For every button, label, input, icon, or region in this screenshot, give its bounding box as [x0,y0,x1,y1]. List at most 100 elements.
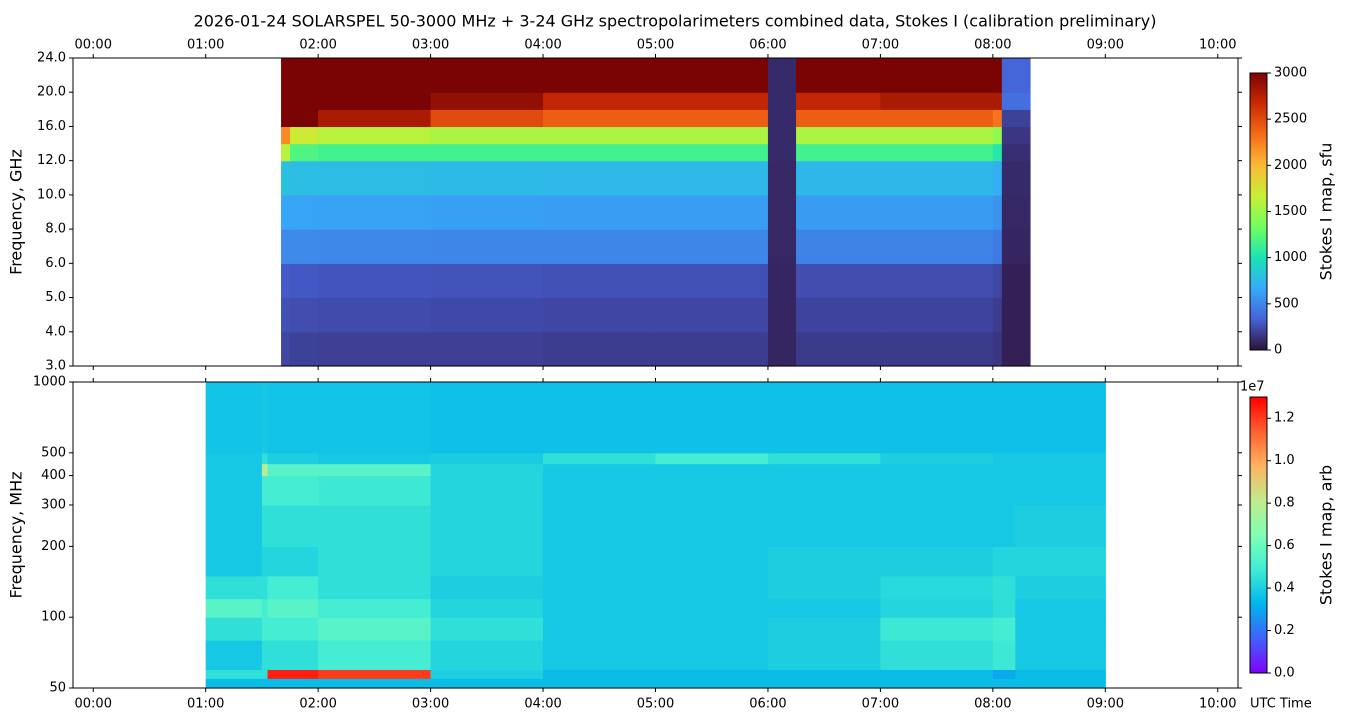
heatmap-cell [992,229,1003,264]
heatmap-cell [281,160,291,196]
heatmap-cell [880,92,994,110]
heatmap-cell [318,160,432,196]
heatmap-cell [430,463,544,477]
heatmap-cell [992,109,1003,128]
heatmap-cell [1015,475,1106,506]
heatmap-cell [992,297,1003,333]
x-tick-label: 00:00 [75,697,112,712]
heatmap-cell [880,617,994,641]
heatmap-cell [1015,678,1106,689]
heatmap-cell [992,678,1016,689]
heatmap-cell [767,504,882,547]
heatmap-cell [205,452,263,465]
heatmap-cell [318,297,432,333]
heatmap-cell [1015,382,1106,454]
colorbar [1249,396,1268,674]
heatmap-cell [767,263,797,299]
heatmap-cell [290,143,319,162]
heatmap-cell [290,109,319,128]
heatmap-cell [318,382,432,454]
y-tick-label: 4.0 [45,324,66,339]
heatmap-cell [205,639,263,670]
heatmap-cell [430,126,544,145]
heatmap-cell [318,575,432,600]
heatmap-cell [880,229,994,264]
heatmap-cell [543,598,657,618]
heatmap-cell [655,575,769,600]
heatmap-cell [1015,639,1106,670]
heatmap-cell [543,575,657,600]
heatmap-cell [318,617,432,641]
heatmap-cell [655,463,769,477]
heatmap-cell [880,639,994,670]
heatmap-cell [543,475,657,506]
x-tick-label: 02:00 [299,697,336,712]
colorbar-tick-label: 1000 [1274,250,1307,265]
heatmap-cell [1001,160,1031,196]
heatmap-cell [655,331,769,367]
heatmap-cell [261,678,269,689]
heatmap-cell [655,109,769,128]
heatmap-cell [430,143,544,162]
heatmap-cell [767,678,882,689]
heatmap-cell [796,92,882,110]
y-tick-label: 500 [41,445,66,460]
heatmap-cell [767,546,882,577]
panel: 00:00 01:00 02:00 03:00 04:00 05:00 06:00 07:00… [7,38,1336,374]
heatmap-cell [543,546,657,577]
heatmap-cell [543,126,657,145]
heatmap-cell [543,194,657,230]
heatmap-cell [430,92,544,110]
heatmap-cell [1015,575,1106,600]
heatmap-cell [205,463,263,477]
heatmap-cell [767,331,797,367]
heatmap-cell [767,463,882,477]
heatmap-cell [430,575,544,600]
heatmap-cell [655,92,769,110]
heatmap-cell [267,669,319,679]
y-tick-label: 24.0 [37,51,66,66]
heatmap-cell [205,617,263,641]
heatmap-cell [1015,452,1106,465]
heatmap-cell [543,463,657,477]
heatmap-cell [290,160,319,196]
heatmap-cell [281,194,291,230]
heatmap-cell [796,160,882,196]
heatmap-cell [281,229,291,264]
heatmap-cell [261,504,269,547]
heatmap-cell [267,463,319,477]
heatmap-cell [767,669,882,679]
heatmap-cell [992,194,1003,230]
heatmap-cell [267,598,319,618]
x-tick-label: 06:00 [749,697,786,712]
heatmap-cell [1001,194,1031,230]
heatmap-cell [318,463,432,477]
heatmap-cell [767,229,797,264]
heatmap-cell [261,669,269,679]
y-tick-label: 100 [41,610,66,625]
x-tick-label: 09:00 [1087,697,1124,712]
heatmap-cell [281,143,291,162]
heatmap-cell [796,194,882,230]
heatmap-cell [430,598,544,618]
heatmap-cell [318,109,432,128]
heatmap-cell [430,475,544,506]
colorbar-tick-label: 1500 [1274,204,1307,219]
heatmap-cell [543,669,657,679]
heatmap-cell [430,382,544,454]
y-tick-label: 50 [49,681,66,696]
heatmap-cell [655,143,769,162]
heatmap-cell [543,229,657,264]
figure-title: 2026-01-24 SOLARSPEL 50-3000 MHz + 3-24 … [194,12,1157,31]
heatmap-cell [281,92,291,110]
heatmap-cell [430,331,544,367]
heatmap-cell [1001,297,1031,333]
heatmap-cell [205,546,263,577]
heatmap-cell [318,639,432,670]
heatmap-cell [281,263,291,299]
heatmap-cell [796,143,882,162]
heatmap-cell [543,382,657,454]
x-tick-label: 01:00 [187,697,224,712]
heatmap-cell [281,58,291,93]
heatmap-cell [318,143,432,162]
